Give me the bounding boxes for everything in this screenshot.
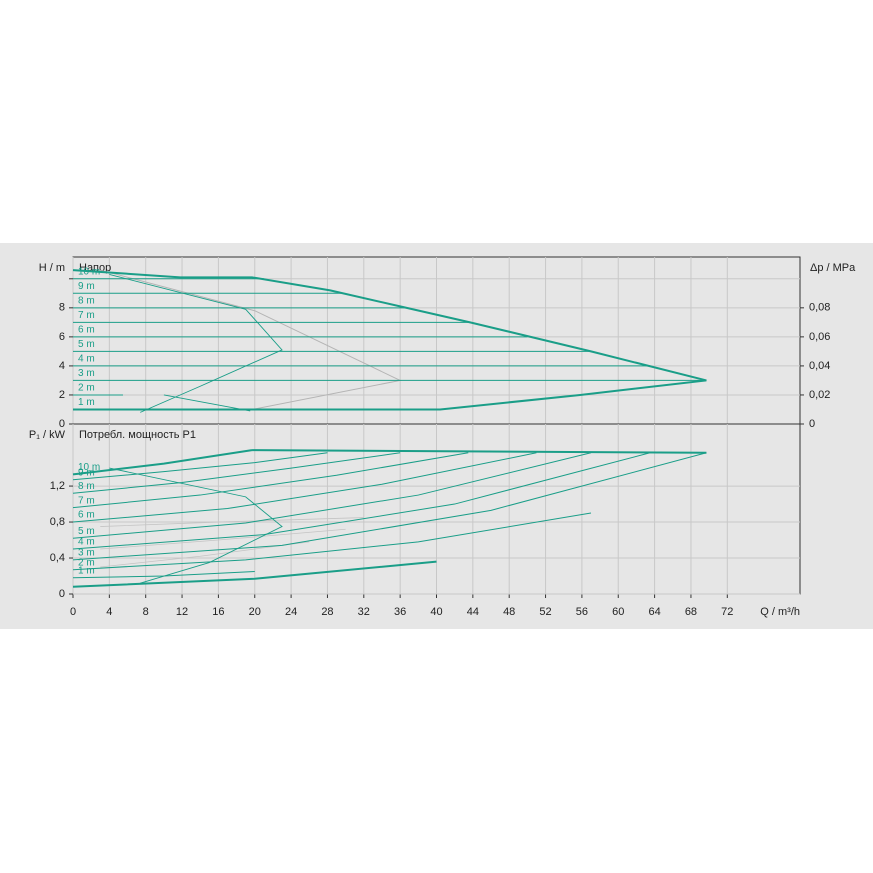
y-tick-label: 8 (59, 302, 65, 314)
x-tick-label: 72 (721, 606, 733, 618)
curve-label: 10 m (78, 462, 100, 473)
curve-label: 1 m (78, 565, 95, 576)
y2-tick-label: 0,08 (809, 302, 830, 314)
y2-axis-label: Δp / MPa (810, 262, 856, 274)
y2-tick-label: 0 (809, 418, 815, 430)
x-tick-label: 0 (70, 606, 76, 618)
x-tick-label: 36 (394, 606, 406, 618)
curve (252, 449, 707, 454)
y-axis-label: H / m (39, 262, 65, 274)
x-axis-label: Q / m³/h (760, 606, 800, 618)
curve-label: 9 m (78, 281, 95, 292)
curve (72, 560, 437, 588)
x-tick-label: 8 (143, 606, 149, 618)
curve (72, 452, 401, 494)
y-tick-label: 0 (59, 588, 65, 600)
y-tick-label: 6 (59, 331, 65, 343)
y2-tick-label: 0,02 (809, 389, 830, 401)
curve (109, 273, 283, 413)
curve (100, 528, 346, 550)
x-tick-label: 56 (576, 606, 588, 618)
x-tick-label: 4 (106, 606, 112, 618)
curve-label: 3 m (78, 368, 95, 379)
curve-label: 4 m (78, 354, 95, 365)
y2-tick-label: 0,04 (809, 360, 830, 372)
curve-label: 2 m (78, 383, 95, 394)
curve (72, 452, 328, 481)
curve (163, 394, 251, 412)
x-tick-label: 44 (467, 606, 479, 618)
curve (100, 269, 402, 410)
y-tick-label: 0,4 (50, 552, 65, 564)
annotation: Потребл. мощность P1 (79, 429, 196, 441)
curve (72, 512, 592, 571)
x-tick-label: 32 (358, 606, 370, 618)
curve-label: 8 m (78, 481, 95, 492)
curve-label: 6 m (78, 325, 95, 336)
x-tick-label: 16 (212, 606, 224, 618)
curve-label: 2 m (78, 557, 95, 568)
curve-label: 7 m (78, 495, 95, 506)
x-tick-label: 68 (685, 606, 697, 618)
x-tick-label: 48 (503, 606, 515, 618)
y-tick-label: 2 (59, 389, 65, 401)
y2-tick-label: 0,06 (809, 331, 830, 343)
curve-label: 7 m (78, 310, 95, 321)
y-tick-label: 0,8 (50, 516, 65, 528)
x-tick-label: 28 (321, 606, 333, 618)
curve-label: 6 m (78, 510, 95, 521)
curve (72, 449, 253, 476)
curve (100, 541, 310, 568)
curve-label: 8 m (78, 295, 95, 306)
y-tick-label: 1,2 (50, 480, 65, 492)
y-tick-label: 4 (59, 360, 65, 372)
curve-label: 4 m (78, 537, 95, 548)
curve-label: 3 m (78, 547, 95, 558)
curve (72, 452, 651, 550)
curve-label: 5 m (78, 339, 95, 350)
x-tick-label: 24 (285, 606, 297, 618)
curve-label: 5 m (78, 526, 95, 537)
curve (72, 269, 707, 411)
curve (109, 467, 283, 584)
x-tick-label: 20 (249, 606, 261, 618)
x-tick-label: 52 (539, 606, 551, 618)
x-tick-label: 64 (648, 606, 660, 618)
y-tick-label: 0 (59, 418, 65, 430)
curve (72, 452, 537, 523)
curve (72, 452, 469, 509)
y-axis-label: P₁ / kW (29, 429, 66, 441)
x-tick-label: 60 (612, 606, 624, 618)
curve-label: 1 m (78, 397, 95, 408)
curve (72, 452, 592, 539)
curve (100, 517, 364, 527)
curve (72, 452, 707, 561)
x-tick-label: 40 (430, 606, 442, 618)
x-tick-label: 12 (176, 606, 188, 618)
curve (72, 571, 255, 579)
